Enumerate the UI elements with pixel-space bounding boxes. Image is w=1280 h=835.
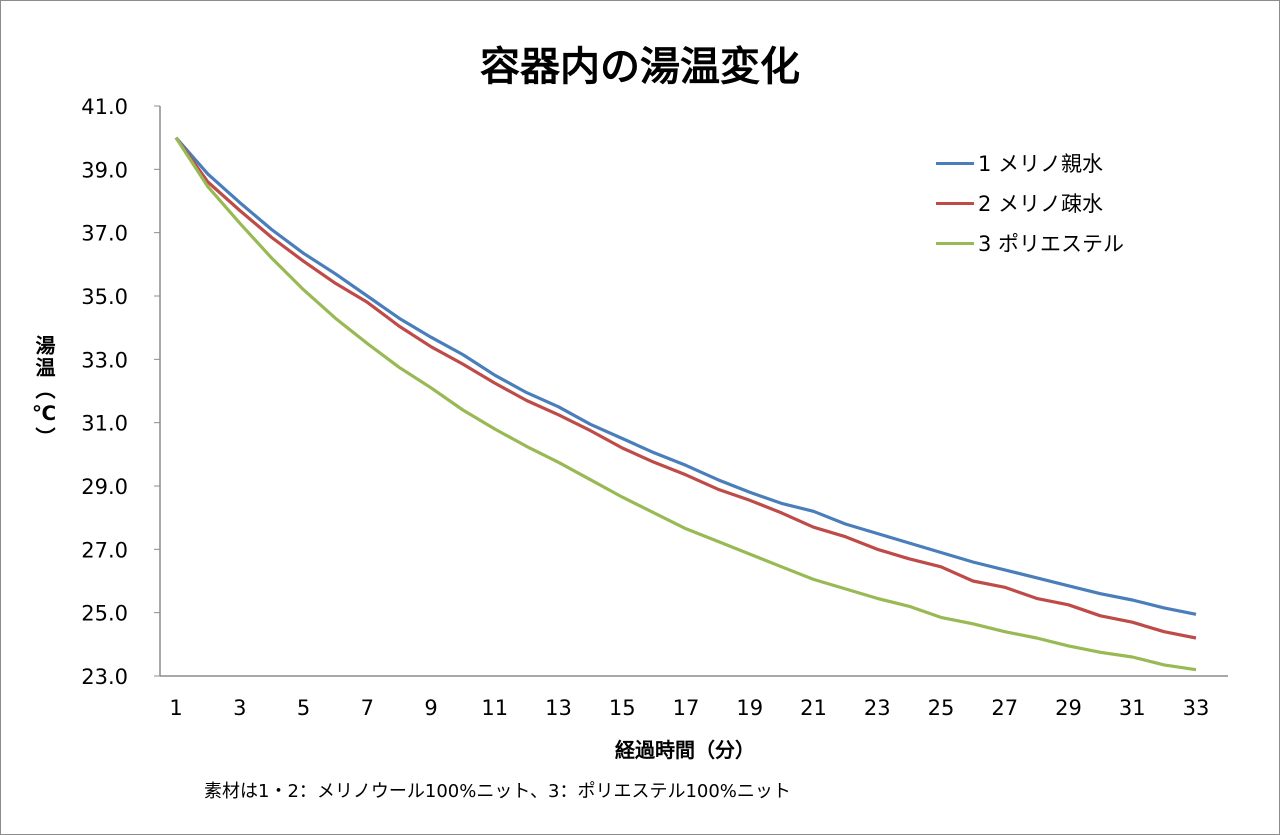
x-tick-label: 19 — [736, 696, 763, 720]
legend-label: 1 メリノ親水 — [978, 152, 1104, 176]
x-axis-label: 経過時間（分） — [615, 738, 755, 762]
series-line-2 — [174, 136, 1197, 640]
y-tick-label: 25.0 — [81, 602, 128, 626]
legend-label: 2 メリノ疎水 — [978, 192, 1104, 216]
x-tick-label: 25 — [928, 696, 955, 720]
x-tick-label: 1 — [169, 696, 182, 720]
y-tick-label: 33.0 — [81, 348, 128, 372]
series-line-1 — [174, 136, 1197, 616]
x-tick-label: 9 — [424, 696, 437, 720]
x-tick-label: 7 — [361, 696, 374, 720]
y-tick-label: 39.0 — [81, 158, 128, 182]
x-tick-label: 23 — [864, 696, 891, 720]
legend-swatch — [936, 201, 974, 205]
legend-swatch — [936, 161, 974, 165]
legend-item: 2 メリノ疎水 — [936, 183, 1124, 223]
x-tick-label: 17 — [673, 696, 700, 720]
y-tick-label: 31.0 — [81, 412, 128, 436]
legend-swatch — [936, 241, 974, 245]
legend: 1 メリノ親水 2 メリノ疎水 3 ポリエステル — [936, 143, 1124, 263]
chart-title: 容器内の湯温変化 — [480, 44, 800, 90]
series-line-3 — [174, 136, 1197, 672]
y-tick-label: 23.0 — [81, 665, 128, 689]
legend-item: 3 ポリエステル — [936, 223, 1124, 263]
x-tick-label: 21 — [800, 696, 827, 720]
y-tick-label: 29.0 — [81, 475, 128, 499]
x-tick-label: 33 — [1183, 696, 1210, 720]
x-tick-label: 3 — [233, 696, 246, 720]
x-tick-label: 11 — [481, 696, 508, 720]
x-tick-label: 29 — [1055, 696, 1082, 720]
y-tick-label: 35.0 — [81, 285, 128, 309]
x-tick-label: 15 — [609, 696, 636, 720]
legend-label: 3 ポリエステル — [978, 232, 1125, 256]
x-tick-label: 13 — [545, 696, 572, 720]
x-tick-label: 31 — [1119, 696, 1146, 720]
y-tick-label: 27.0 — [81, 538, 128, 562]
x-tick-label: 27 — [991, 696, 1018, 720]
y-axis-label: 湯温（℃） — [32, 335, 56, 449]
x-tick-label: 5 — [297, 696, 310, 720]
footnote: 素材は1・2：メリノウール100%ニット、3：ポリエステル100%ニット — [204, 781, 791, 802]
y-tick-label: 41.0 — [81, 95, 128, 119]
y-tick-label: 37.0 — [81, 222, 128, 246]
legend-item: 1 メリノ親水 — [936, 143, 1124, 183]
